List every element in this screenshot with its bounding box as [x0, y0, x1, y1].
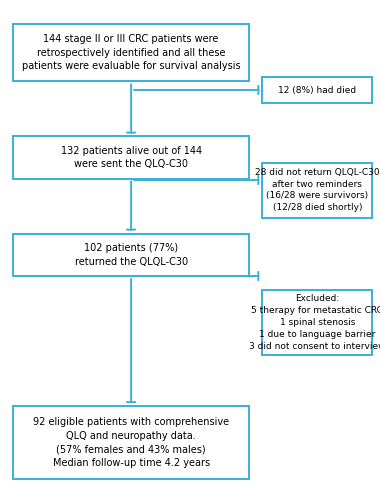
Text: 132 patients alive out of 144
were sent the QLQ-C30: 132 patients alive out of 144 were sent … — [60, 146, 202, 170]
Text: 92 eligible patients with comprehensive
QLQ and neuropathy data.
(57% females an: 92 eligible patients with comprehensive … — [33, 417, 229, 468]
FancyBboxPatch shape — [262, 162, 372, 218]
Text: 102 patients (77%)
returned the QLQL-C30: 102 patients (77%) returned the QLQL-C30 — [74, 243, 188, 267]
FancyBboxPatch shape — [13, 234, 249, 276]
FancyBboxPatch shape — [13, 24, 249, 81]
Text: Excluded:
5 therapy for metastatic CRC
1 spinal stenosis
1 due to language barri: Excluded: 5 therapy for metastatic CRC 1… — [249, 294, 380, 350]
FancyBboxPatch shape — [13, 136, 249, 178]
FancyBboxPatch shape — [262, 290, 372, 355]
Text: 28 did not return QLQL-C30
after two reminders
(16/28 were survivors)
(12/28 die: 28 did not return QLQL-C30 after two rem… — [255, 168, 380, 212]
FancyBboxPatch shape — [13, 406, 249, 479]
FancyBboxPatch shape — [262, 77, 372, 103]
Text: 144 stage II or III CRC patients were
retrospectively identified and all these
p: 144 stage II or III CRC patients were re… — [22, 34, 241, 71]
Text: 12 (8%) had died: 12 (8%) had died — [278, 86, 356, 94]
